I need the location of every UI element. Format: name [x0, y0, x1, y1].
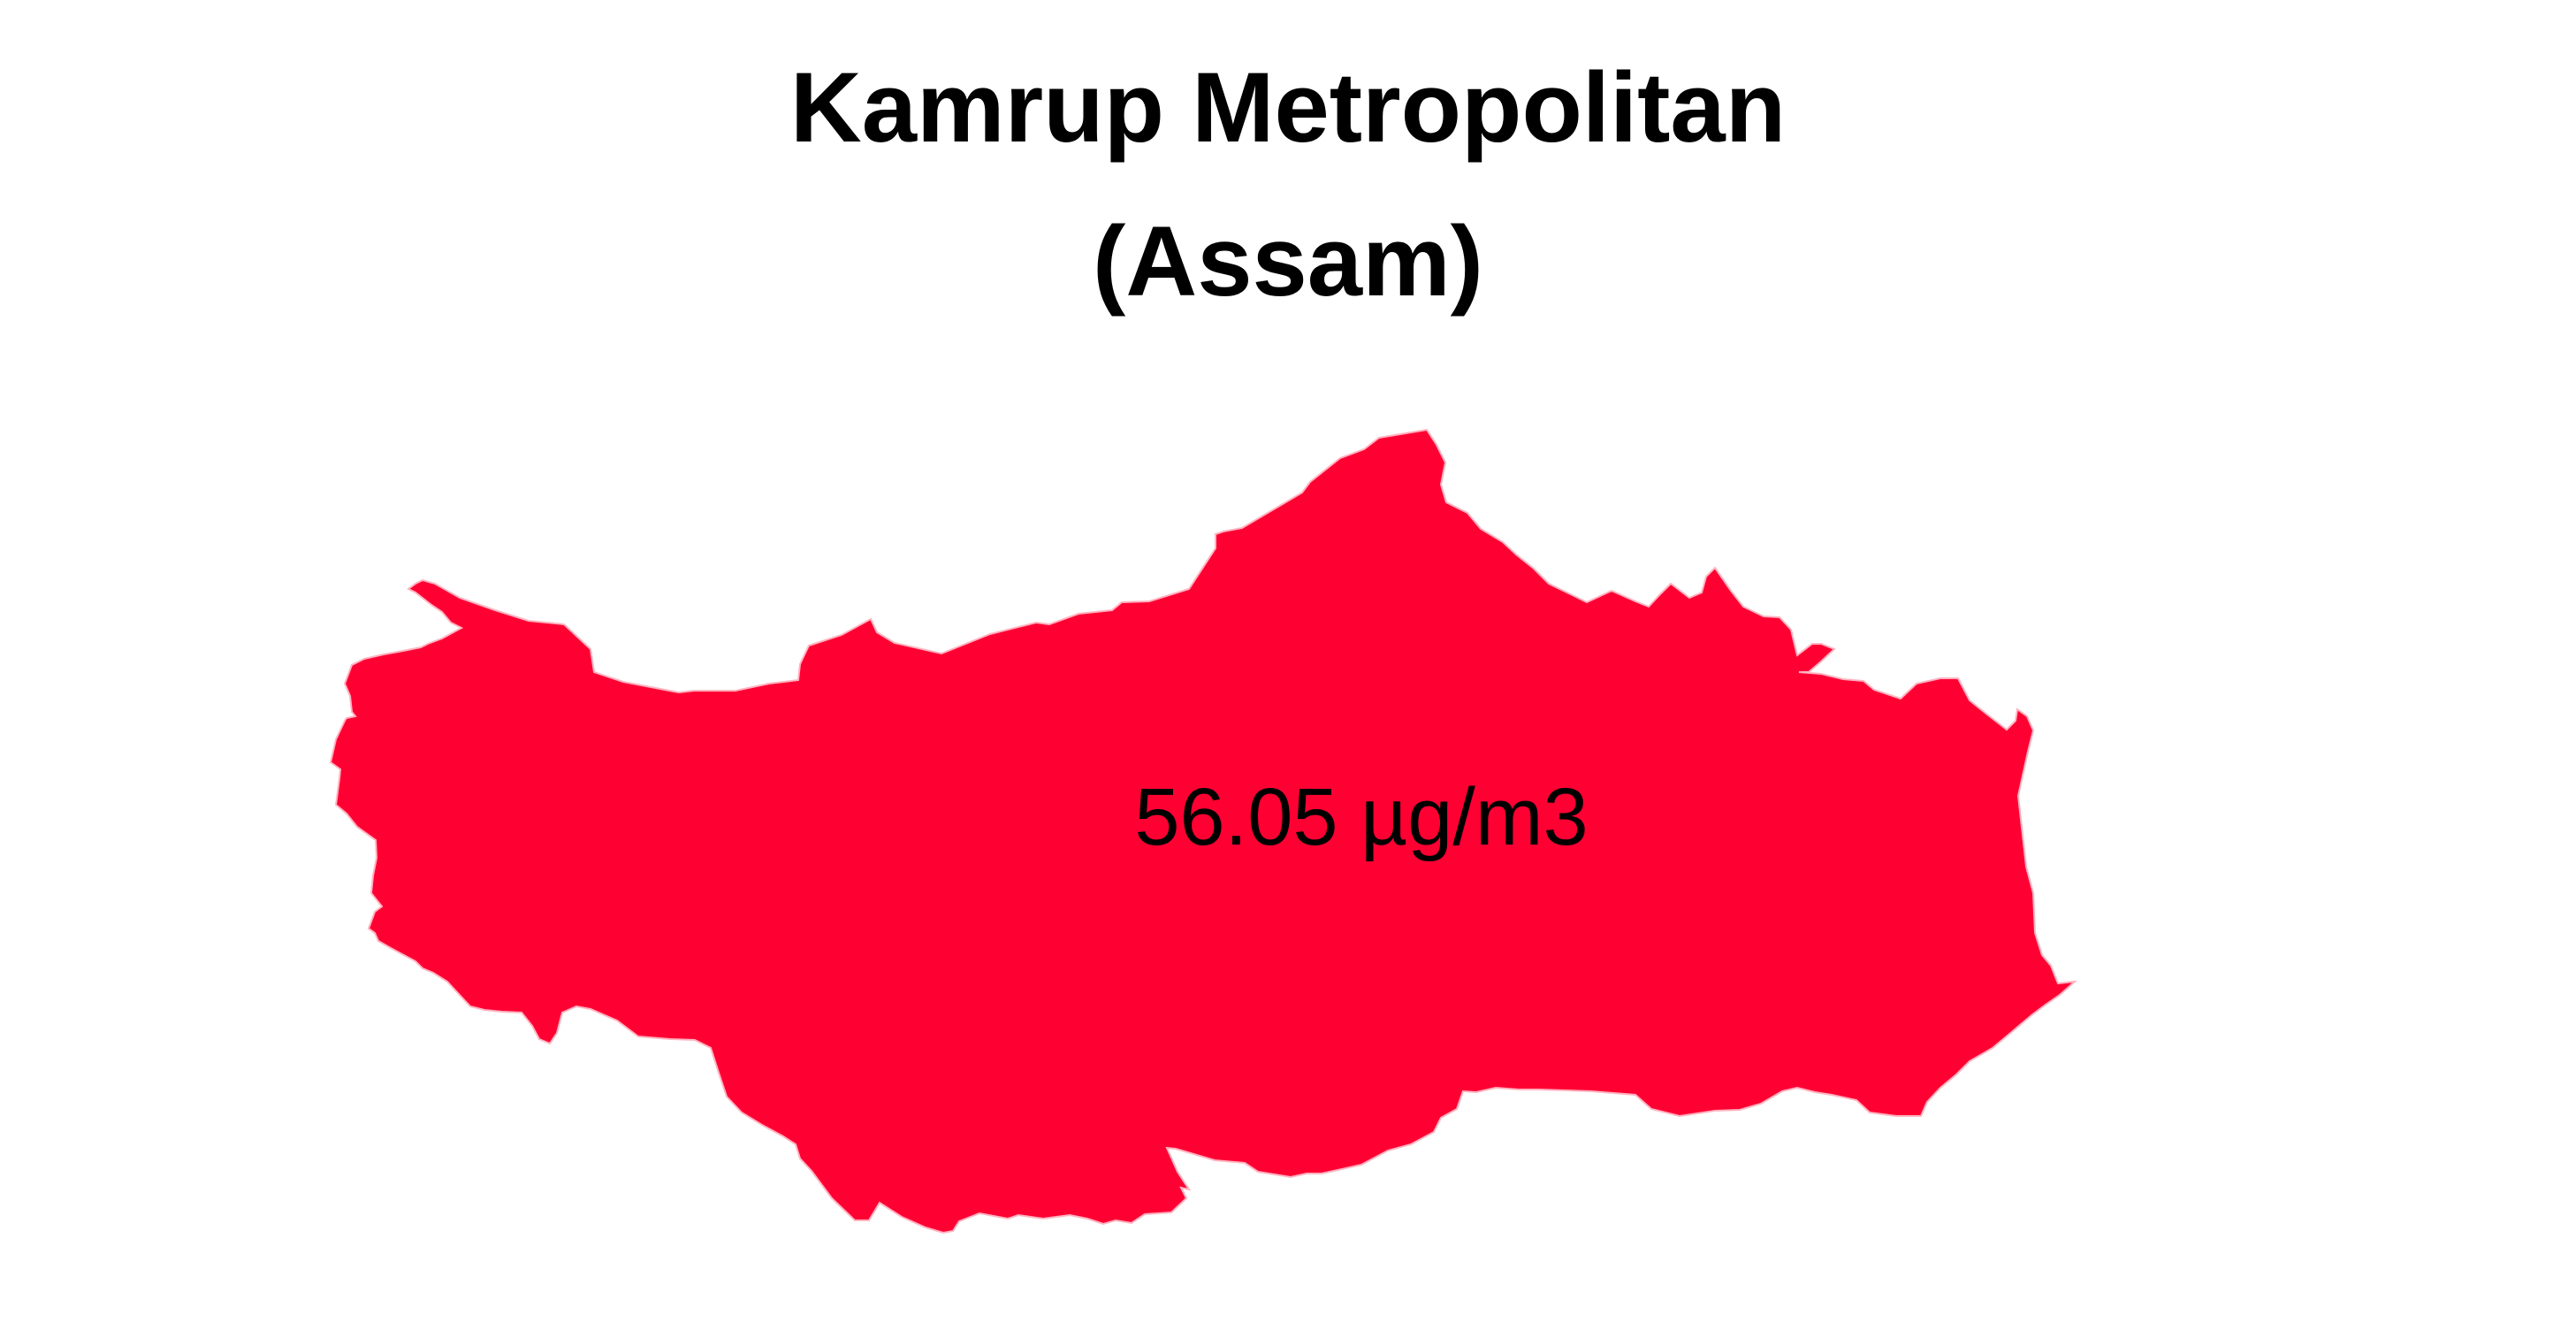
map-title: Kamrup Metropolitan: [789, 52, 1787, 163]
map-subtitle: (Assam): [1093, 206, 1483, 317]
district-shape-kamrup-metropolitan: [329, 428, 2078, 1235]
district-value-label: 56.05 µg/m3: [1134, 772, 1588, 862]
